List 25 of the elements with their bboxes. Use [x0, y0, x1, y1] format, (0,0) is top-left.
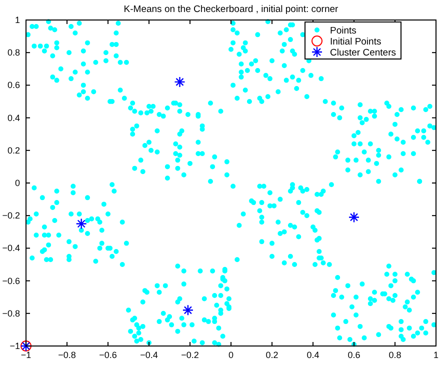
legend-label: Initial Points [330, 36, 382, 48]
x-tick-label: −0.6 [99, 350, 117, 360]
legend-label: Cluster Centers [330, 48, 396, 58]
x-tick-label: 1 [433, 350, 439, 360]
chart-title: K-Means on the Checkerboard , initial point: corner [124, 4, 338, 15]
y-tick-label: −0.4 [2, 243, 20, 254]
y-tick-label: 0 [14, 178, 20, 188]
y-tick-label: −0.6 [2, 276, 20, 286]
y-tick-label: 0.6 [7, 80, 20, 90]
x-tick-label: −0.8 [58, 350, 76, 360]
y-tick-label: −0.2 [2, 210, 20, 221]
x-tick-label: 0.4 [306, 350, 320, 360]
y-tick-label: 0.8 [7, 48, 20, 58]
x-tick-label: 0.2 [266, 350, 278, 360]
y-tick-label: −1 [10, 341, 20, 351]
x-tick-label: 0 [228, 350, 234, 360]
x-tick-label: −0.2 [181, 350, 199, 360]
legend-label: Points [330, 26, 357, 36]
x-tick-label: 0.8 [388, 350, 402, 360]
x-tick-label: −0.4 [140, 350, 158, 360]
y-tick-label: 0.4 [7, 112, 20, 123]
y-tick-label: 1 [14, 15, 20, 25]
y-tick-label: −0.8 [2, 308, 20, 318]
y-tick-label: 0.2 [7, 145, 20, 156]
x-tick-label: 0.6 [348, 350, 360, 360]
